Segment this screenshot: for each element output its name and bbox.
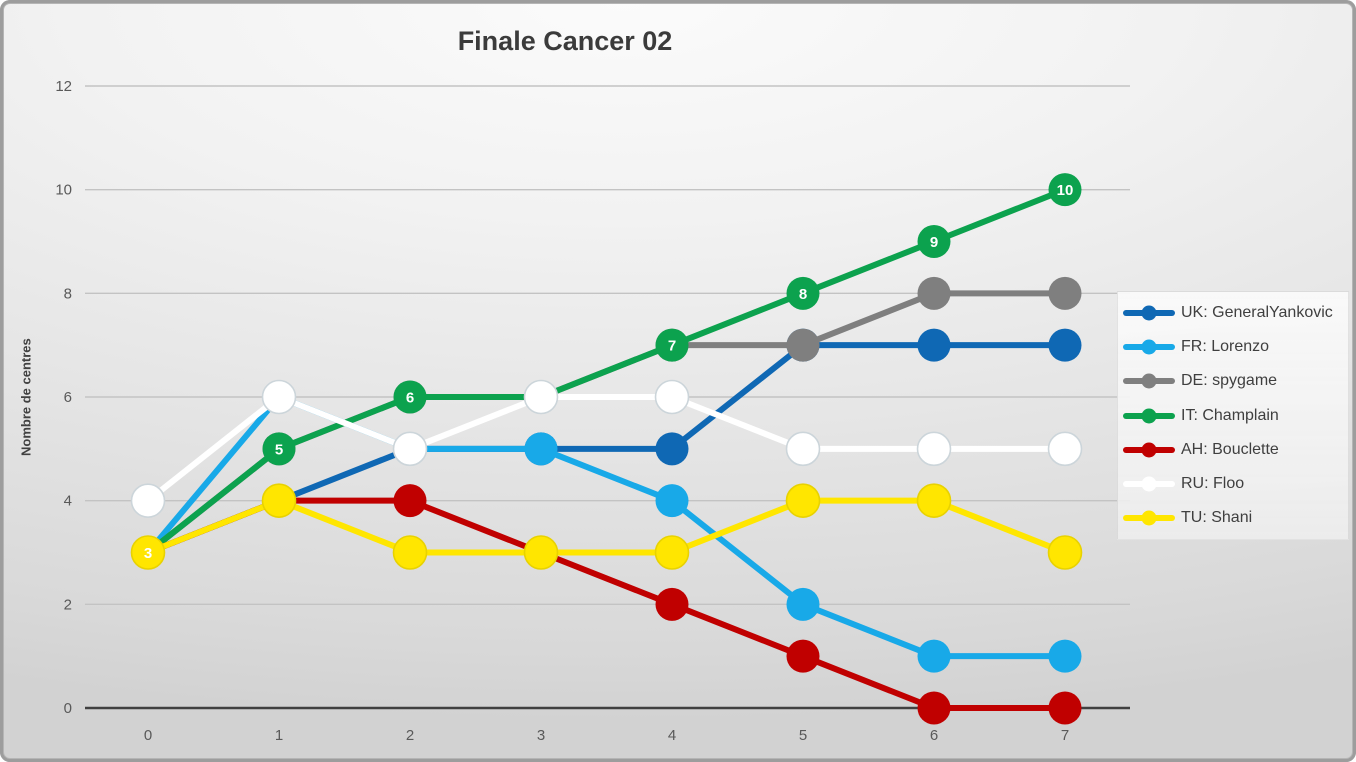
chart-title: Finale Cancer 02 [457,26,673,56]
legend-line-marker-icon [1123,408,1175,423]
legend-line-marker-icon [1123,510,1175,526]
series-marker-de [917,276,951,310]
x-tick-label: 6 [930,727,938,744]
x-tick-label: 2 [406,727,414,744]
legend-item-label: FR: Lorenzo [1181,338,1270,356]
legend-line-marker-icon [1123,339,1175,355]
legend-line-marker-icon [1123,476,1175,492]
x-tick-label: 3 [537,727,545,744]
data-label: 5 [275,441,283,458]
series-marker-tu [523,535,559,570]
data-label: 7 [668,338,676,355]
series-marker-ru [130,483,166,518]
legend-line-marker-icon [1123,305,1175,321]
series-marker-ru [785,431,821,467]
series-marker-it [786,276,820,310]
legend-item: UK: GeneralYankovic [1123,298,1346,328]
series-marker-it [655,328,689,362]
data-label: 10 [1057,182,1074,199]
series-line-uk [145,342,1068,556]
data-label: 6 [406,390,414,407]
series-marker-ru [523,379,559,415]
series-marker-uk [1048,328,1082,362]
series-marker-de [1048,276,1082,310]
series-marker-it [262,432,296,466]
series-marker-ah [393,484,427,518]
series-marker-ru [1047,431,1083,467]
legend-dot-icon [1141,305,1157,321]
series-marker-uk [655,432,689,466]
legend-dot-icon [1141,373,1157,389]
x-tick-label: 1 [275,727,283,744]
x-tick-label: 4 [668,727,676,744]
series-marker-ah [917,691,951,725]
y-tick-label: 10 [55,182,72,199]
y-tick-label: 0 [64,700,72,717]
series-marker-tu [654,535,690,570]
legend-item: IT: Champlain [1123,401,1346,431]
y-axis-title: Nombre de centres [18,338,34,456]
data-label: 8 [799,286,807,303]
legend-item: AH: Bouclette [1123,435,1346,465]
series-line-ru [145,394,1068,504]
x-tick-label: 5 [799,727,807,744]
legend-item-label: TU: Shani [1181,508,1253,526]
legend-item: FR: Lorenzo [1123,332,1346,362]
series-marker-tu [392,535,428,570]
series-marker-it [917,225,951,258]
series-marker-tu [785,483,821,518]
series-marker-de [786,328,820,362]
legend-line-marker-icon [1123,373,1175,389]
legend-item: RU: Floo [1123,469,1346,499]
series-marker-ru [392,431,428,467]
series-marker-fr [786,587,820,621]
data-label: 3 [144,545,152,562]
series-marker-it [393,380,427,414]
series-line-it [145,186,1068,556]
legend-dot-icon [1141,476,1157,492]
legend-dot-icon [1141,408,1157,423]
series-marker-ru [654,379,690,415]
y-tick-label: 12 [55,78,72,95]
legend-item-label: UK: GeneralYankovic [1181,304,1333,322]
series-line-tu [145,497,1068,556]
series-marker-ah [786,639,820,673]
series-marker-uk [917,328,951,362]
legend-dot-icon [1141,442,1157,458]
series-marker-tu [130,535,166,570]
series-marker-fr [917,639,951,673]
series-marker-ah [655,587,689,621]
series-marker-fr [524,432,558,466]
series-marker-ru [261,379,297,415]
series-marker-tu [1047,535,1083,570]
legend-item-label: DE: spygame [1181,372,1278,390]
legend-dot-icon [1141,510,1157,526]
series-marker-fr [655,484,689,518]
series-marker-tu [916,483,952,518]
series-marker-fr [1048,639,1082,673]
y-tick-label: 6 [64,389,72,406]
series-marker-tu [261,483,297,518]
data-label: 6 [537,390,545,407]
legend-item-label: AH: Bouclette [1181,440,1279,458]
series-marker-it [1048,173,1082,207]
legend-line-marker-icon [1123,442,1175,458]
y-tick-label: 2 [64,596,72,613]
series-marker-ru [916,431,952,467]
legend-item: TU: Shani [1123,503,1346,533]
x-tick-label: 7 [1061,727,1069,744]
legend: UK: GeneralYankovic FR: Lorenzo DE: spyg… [1117,291,1349,540]
series-line-ah [145,497,1068,711]
x-tick-label: 0 [144,727,152,744]
legend-item: DE: spygame [1123,366,1346,396]
y-tick-label: 8 [64,285,72,302]
y-tick-label: 4 [64,493,72,510]
legend-item-label: IT: Champlain [1181,406,1279,424]
legend-item-label: RU: Floo [1181,474,1245,492]
series-marker-ah [1048,691,1082,725]
data-label: 9 [930,234,938,251]
legend-dot-icon [1141,339,1157,355]
